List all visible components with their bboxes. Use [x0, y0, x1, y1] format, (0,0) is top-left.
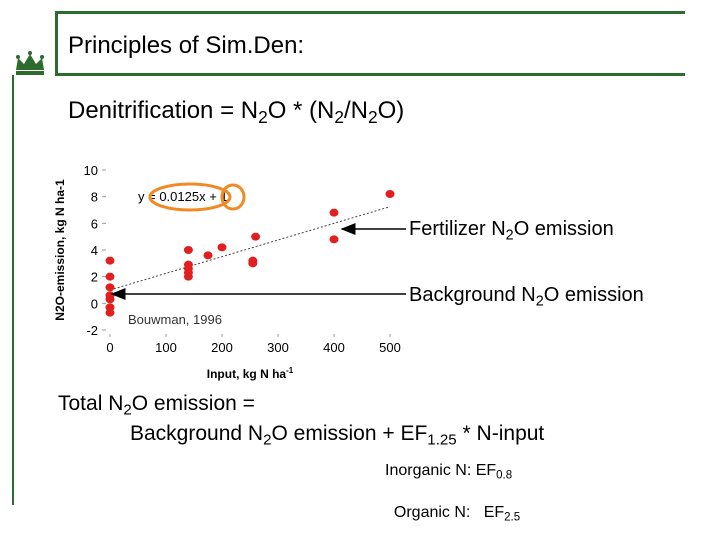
- fertilizer-emission-label: Fertilizer N2O emission: [409, 218, 614, 244]
- data-point: [105, 308, 115, 317]
- total-emission-line1: Total N2O emission =: [58, 392, 255, 419]
- data-point: [105, 272, 115, 281]
- x-tick-label: 200: [211, 340, 233, 355]
- trendline-equation: y = 0.0125x + 1: [138, 189, 228, 204]
- denitrification-formula: Denitrification = N2O * (N2/N2O): [68, 97, 405, 128]
- x-tick-label: 400: [323, 340, 345, 355]
- y-tick-label: -2: [86, 323, 98, 338]
- slide-title: Principles of Sim.Den:: [68, 32, 305, 59]
- data-point: [248, 259, 258, 268]
- left-margin-rule: [12, 75, 14, 505]
- trendline: [109, 206, 391, 291]
- data-point: [329, 208, 339, 217]
- data-point: [105, 256, 115, 265]
- y-tick-label: 0: [91, 296, 98, 311]
- source-note: Bouwman, 1996: [128, 312, 222, 327]
- data-point: [251, 232, 261, 241]
- data-point: [183, 246, 193, 254]
- y-tick-label: 4: [91, 243, 98, 258]
- y-tick-label: 10: [84, 163, 98, 178]
- data-point: [183, 272, 193, 281]
- data-point: [329, 235, 339, 244]
- highlight-intercept: [220, 183, 246, 211]
- data-point: [385, 190, 395, 198]
- left-rule: [55, 11, 58, 76]
- y-tick-label: 6: [91, 216, 98, 231]
- x-tick-label: 0: [106, 340, 113, 355]
- data-point: [217, 243, 227, 252]
- background-emission-label: Background N2O emission: [409, 284, 644, 310]
- top-rule: [55, 11, 685, 14]
- y-tick-label: 2: [91, 270, 98, 285]
- data-point: [203, 251, 213, 260]
- crown-icon: [12, 48, 48, 78]
- x-tick-label: 100: [155, 340, 177, 355]
- total-emission-line2: Background N2O emission + EF1.25 * N-inp…: [130, 422, 545, 449]
- x-tick-label: 300: [267, 340, 289, 355]
- x-tick-label: 500: [379, 340, 401, 355]
- y-tick-label: 8: [91, 190, 98, 205]
- x-axis-label: Input, kg N ha-1: [207, 366, 294, 381]
- ef-inorganic: Inorganic N: EF0.8: [385, 462, 513, 482]
- header-rule: [55, 73, 685, 76]
- ef-organic: Organic N: EF2.5: [393, 504, 521, 524]
- highlight-slope: [148, 182, 232, 212]
- y-axis-label: N2O-emission, kg N ha-1: [53, 179, 67, 321]
